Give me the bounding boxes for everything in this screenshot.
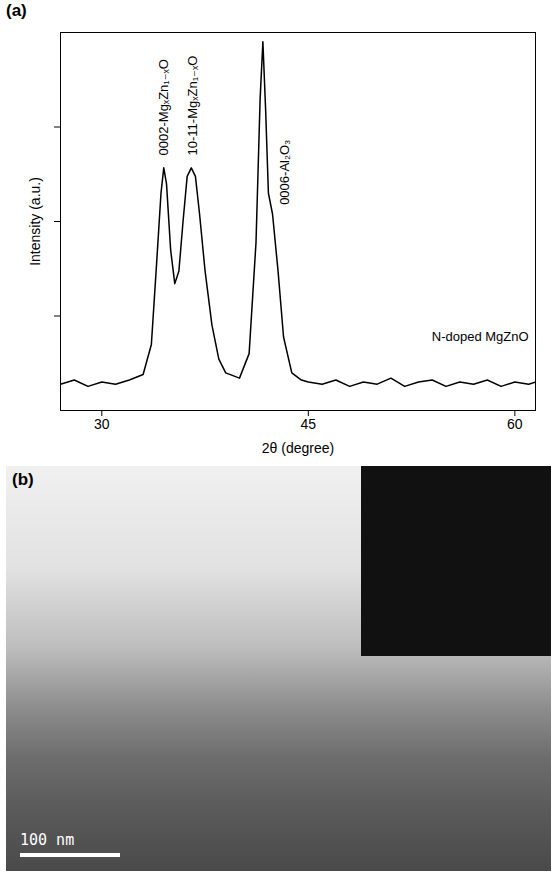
svg-text:30: 30 [94, 416, 110, 432]
svg-text:0002-MgₓZn₁₋ₓO: 0002-MgₓZn₁₋ₓO [156, 59, 171, 155]
html-text:(b): (b) [12, 470, 34, 489]
svg-text:N-doped MgZnO: N-doped MgZnO [432, 329, 529, 344]
svg-text:45: 45 [301, 416, 317, 432]
svg-text:0006-Al₂O₃: 0006-Al₂O₃ [277, 140, 292, 205]
svg-text:2θ (degree): 2θ (degree) [262, 440, 334, 456]
html-text:(a): (a) [6, 1, 27, 20]
svg-text:60: 60 [507, 416, 523, 432]
svg-text:Intensity (a.u.): Intensity (a.u.) [27, 177, 43, 266]
html-text:100 nm: 100 nm [20, 831, 75, 849]
svg-text:10-11-MgₓZn₁₋ₓO: 10-11-MgₓZn₁₋ₓO [185, 56, 200, 156]
